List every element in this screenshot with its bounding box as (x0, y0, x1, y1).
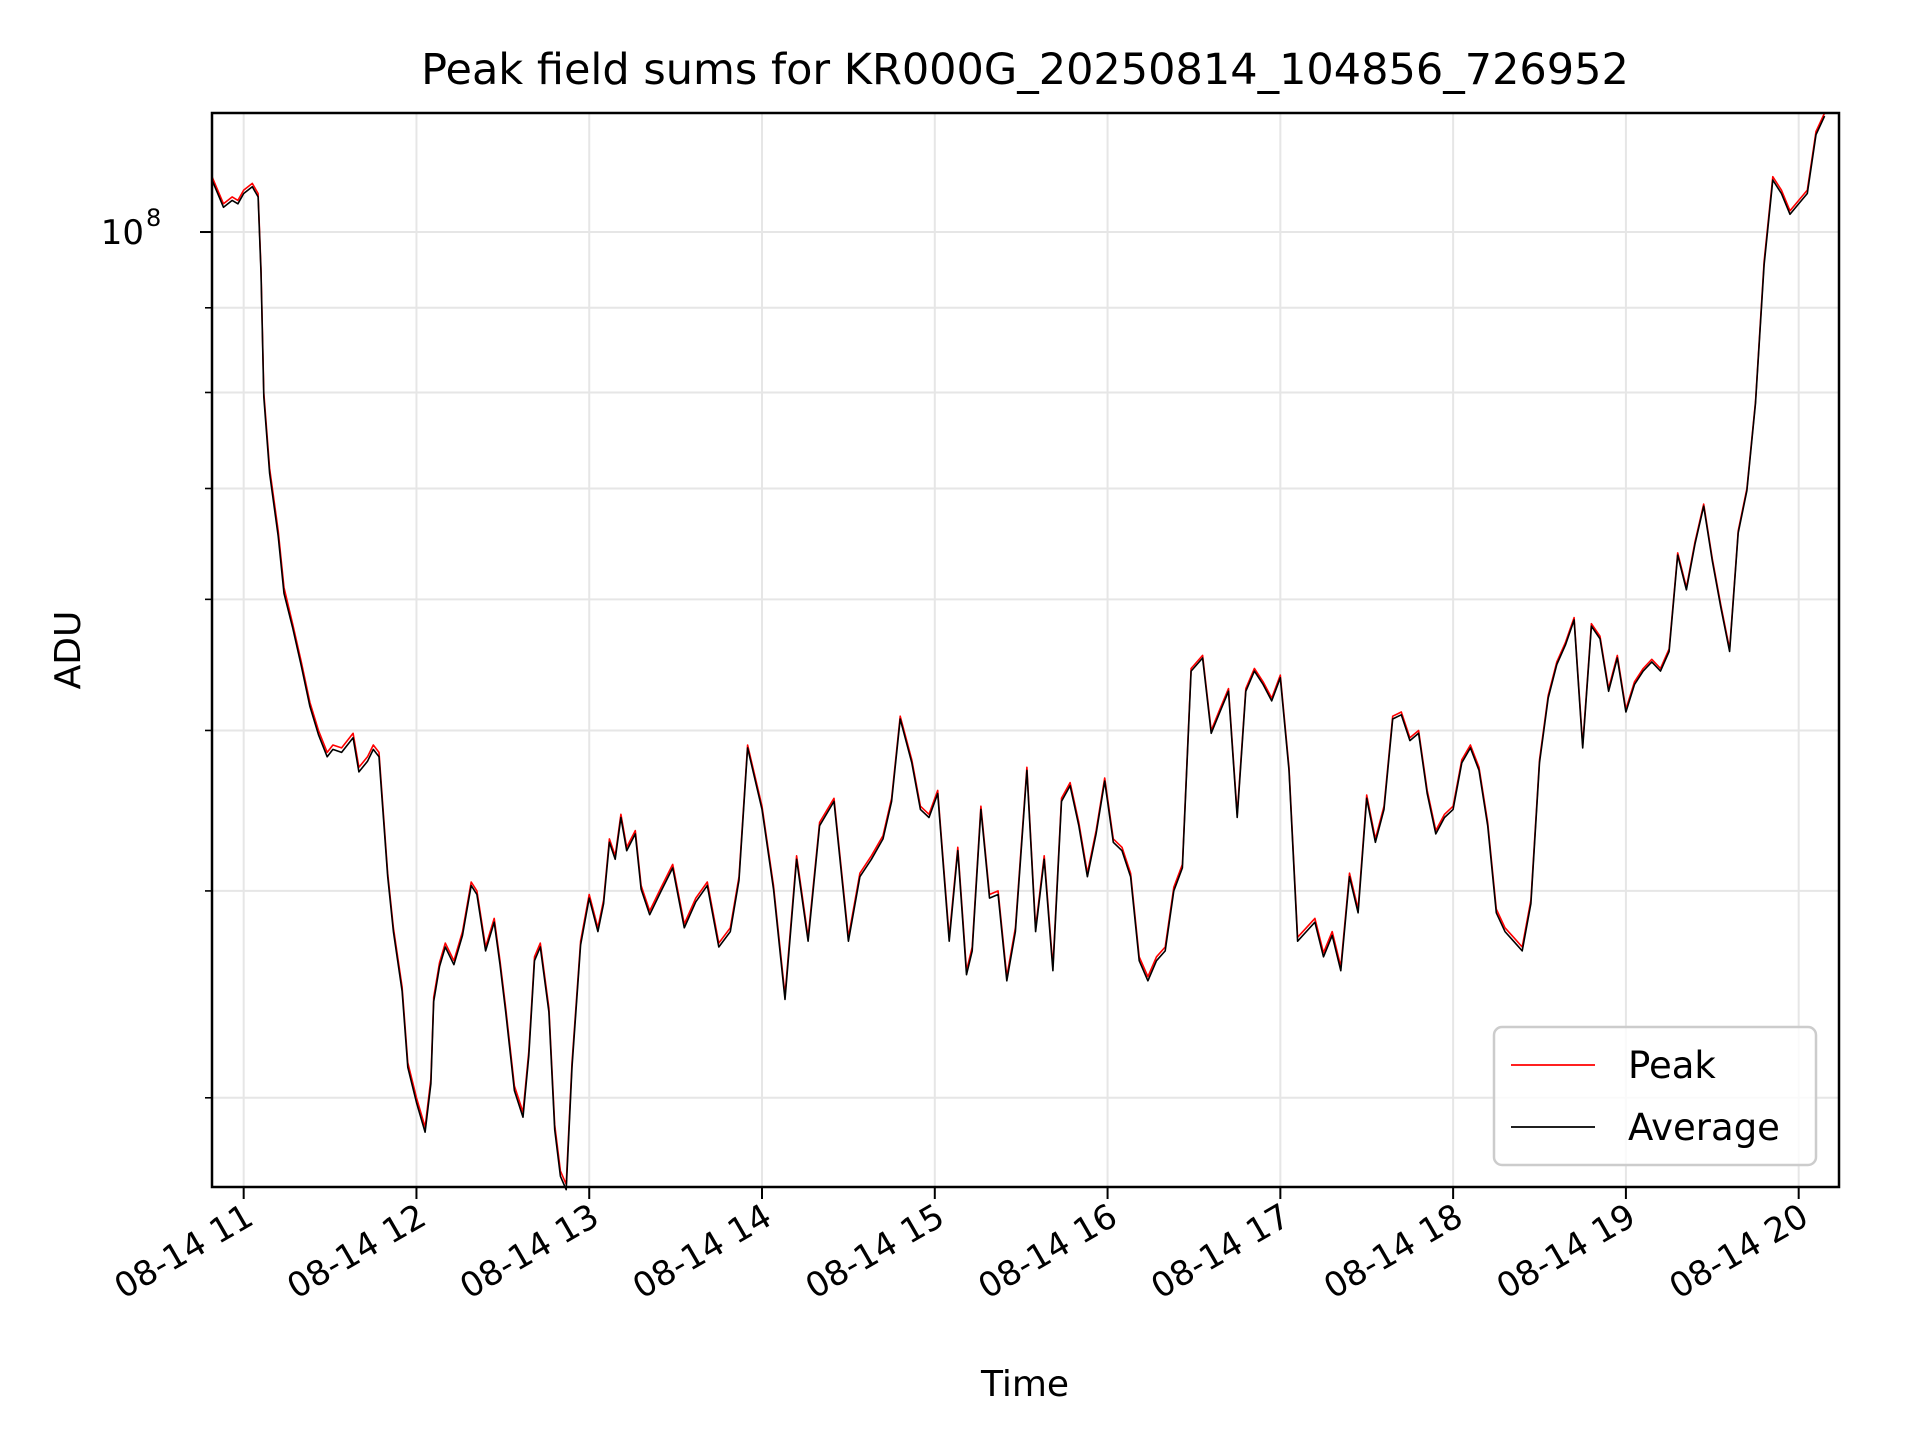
y-axis-label: ADU (48, 611, 89, 690)
series-lines (211, 112, 1826, 1191)
legend: Peak Average (1492, 1025, 1818, 1167)
y-tick-label: 10 8 (101, 204, 162, 253)
plot-frame (210, 111, 1841, 1189)
series-line-average (211, 115, 1826, 1191)
y-tick-label-exponent: 8 (146, 204, 161, 232)
chart-title: Peak field sums for KR000G_20250814_1048… (421, 45, 1629, 95)
x-axis-label: Time (980, 1364, 1069, 1405)
y-tick-label-base: 10 (101, 213, 144, 253)
legend-box (1492, 1025, 1818, 1167)
legend-label-peak: Peak (1628, 1044, 1716, 1087)
legend-label-average: Average (1628, 1106, 1780, 1149)
